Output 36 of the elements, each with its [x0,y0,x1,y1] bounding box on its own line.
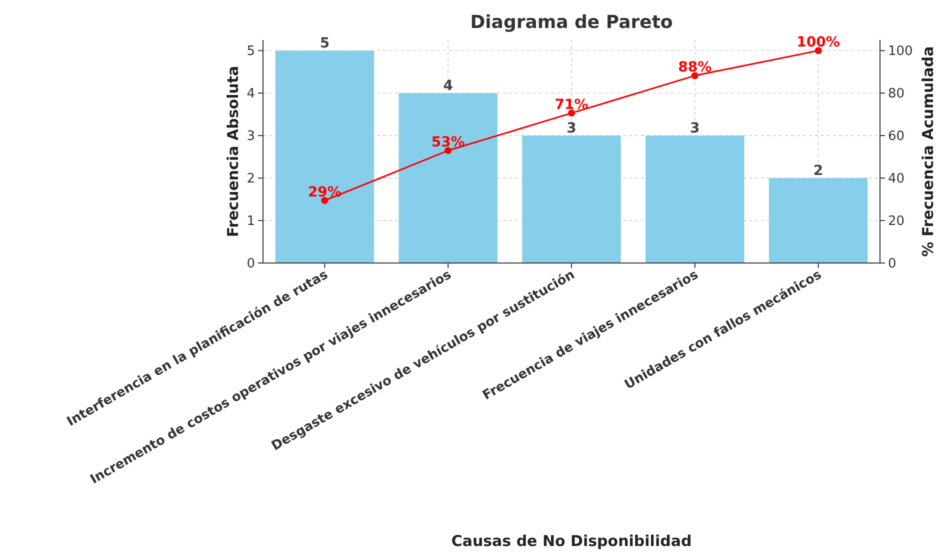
point [814,47,822,54]
bar [275,50,374,263]
bar [522,136,621,263]
y2-axis-title: % Frecuencia Acumulada [919,46,937,257]
y-axis-title: Frecuencia Absoluta [224,66,242,238]
data-label: 3 [690,120,700,137]
bar [768,178,868,263]
point [691,72,698,80]
y-tick-label: 3 [246,129,255,144]
y-tick-label: 5 [246,44,255,60]
y-tick-label: 2 [246,172,255,187]
data-label: 4 [443,78,454,94]
bar [646,136,744,263]
y2-tick-label: 100 [888,44,913,60]
data-label: 100% [796,34,840,51]
chart-title: Diagrama de Pareto [470,12,673,33]
y2-tick-label: 60 [888,129,905,144]
x-axis-title: Causas de No Disponibilidad [451,532,692,550]
y2-tick-label: 20 [888,214,905,230]
y-tick-label: 0 [246,256,255,272]
y-tick-label: 4 [246,86,255,102]
point [321,197,328,204]
data-label: 88% [678,60,712,76]
data-label: 71% [554,97,588,114]
data-label: 5 [320,36,330,52]
data-label: 53% [431,134,465,151]
bar [398,93,498,263]
y2-tick-label: 0 [888,256,896,272]
data-label: 2 [813,163,824,180]
data-label: 29% [308,184,342,201]
point [444,147,452,154]
y-tick-label: 1 [246,214,255,230]
point [568,110,575,117]
y2-tick-label: 80 [888,86,905,102]
y2-tick-label: 40 [888,172,905,187]
data-label: 3 [566,120,576,137]
